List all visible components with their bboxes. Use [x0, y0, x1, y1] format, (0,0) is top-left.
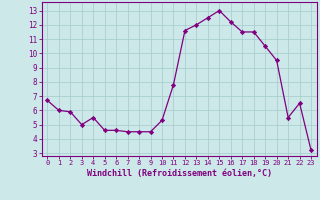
X-axis label: Windchill (Refroidissement éolien,°C): Windchill (Refroidissement éolien,°C)	[87, 169, 272, 178]
